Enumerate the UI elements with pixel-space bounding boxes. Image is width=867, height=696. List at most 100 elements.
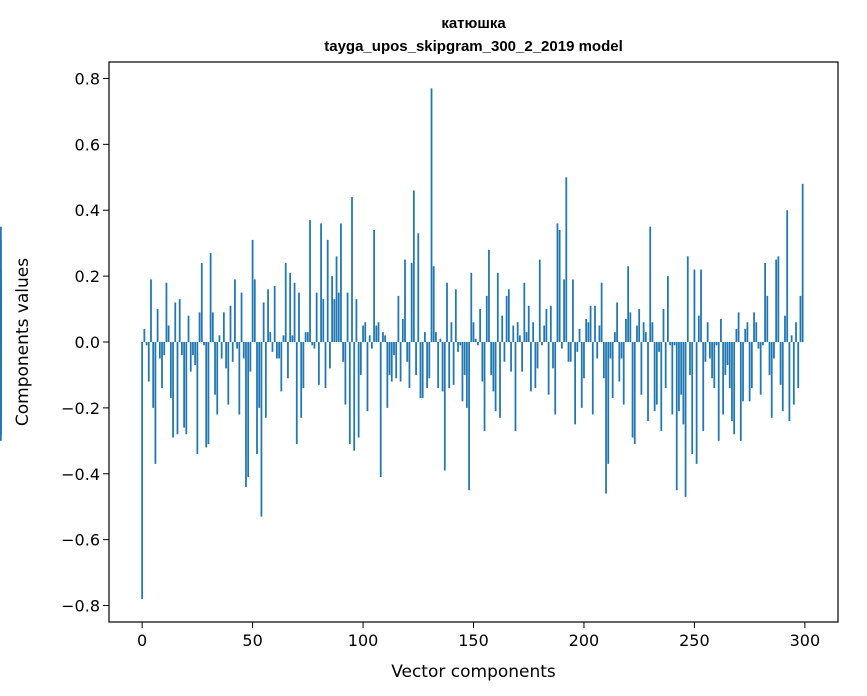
bar [329, 342, 331, 369]
y-tick-label: −0.4 [61, 465, 100, 484]
bar [585, 318, 588, 342]
bar [371, 342, 373, 349]
bar [700, 269, 702, 342]
bar [717, 342, 720, 441]
bar [775, 259, 778, 342]
bar [348, 342, 351, 445]
bar [344, 342, 347, 405]
bar [728, 342, 731, 389]
bar [499, 342, 501, 418]
bar [704, 342, 707, 362]
bar [251, 239, 254, 342]
bar [273, 286, 276, 342]
bar [249, 342, 252, 372]
bar [150, 279, 152, 342]
bar [801, 183, 804, 342]
bar [638, 309, 641, 342]
y-tick-label: 0.2 [75, 267, 100, 286]
bar [742, 342, 744, 402]
bar [320, 223, 322, 342]
bar [377, 322, 380, 342]
bar [525, 332, 528, 342]
x-tick-label: 100 [348, 631, 379, 650]
bar [468, 342, 470, 491]
bar [430, 88, 433, 342]
bar [720, 318, 722, 342]
bar [192, 342, 194, 356]
bar [748, 342, 751, 402]
bar [340, 223, 342, 342]
bar [397, 295, 400, 342]
bar [156, 309, 159, 342]
bar [187, 315, 190, 342]
bar [609, 342, 612, 359]
bar [669, 342, 671, 346]
bar [424, 332, 426, 342]
bar [169, 342, 172, 398]
bar [315, 292, 318, 342]
bar [264, 342, 267, 418]
bar [616, 302, 618, 342]
bar [214, 342, 216, 395]
bar [516, 322, 519, 342]
bar [200, 262, 203, 342]
bar [313, 342, 316, 349]
bar [262, 302, 265, 342]
bar [695, 342, 698, 464]
chart-title-line-1: катюшка [441, 15, 506, 32]
bar [583, 342, 585, 379]
bar [207, 342, 210, 445]
bar [435, 332, 437, 342]
bar [534, 342, 537, 389]
bar [331, 276, 333, 342]
bar [415, 342, 417, 375]
bar [203, 342, 205, 346]
bar [143, 328, 146, 342]
bar [382, 332, 384, 342]
bar [563, 279, 565, 342]
bar [238, 342, 241, 415]
bar [541, 342, 543, 346]
bar [574, 342, 576, 425]
bar [474, 338, 477, 342]
bar [410, 262, 413, 342]
bar [481, 342, 484, 382]
bar [605, 342, 607, 494]
bar [706, 322, 709, 342]
bar [492, 342, 495, 392]
bar [569, 342, 572, 362]
bar [443, 342, 446, 471]
bar [770, 342, 773, 418]
bar [326, 239, 329, 342]
bar [607, 342, 610, 464]
bar [510, 342, 512, 372]
bar [600, 282, 603, 342]
bar [364, 322, 367, 342]
bar [220, 342, 223, 359]
bar [337, 292, 340, 342]
y-ticks: −0.8 −0.6 −0.4 −0.2 0.0 0.2 0.4 0.6 0.8 [61, 69, 109, 616]
bar [715, 342, 718, 346]
y-tick-label: −0.8 [61, 597, 100, 616]
y-tick-label: −0.2 [61, 399, 100, 418]
bar [686, 256, 689, 342]
bar [359, 342, 362, 375]
bar [644, 332, 647, 342]
bar [234, 279, 236, 342]
bar [408, 342, 411, 389]
bar [684, 342, 687, 497]
bar [421, 342, 424, 398]
bar [519, 335, 521, 342]
bar [558, 230, 561, 342]
bar [342, 342, 345, 362]
bar [346, 292, 349, 342]
bar [218, 335, 221, 342]
bar [258, 342, 261, 408]
bar [459, 342, 462, 346]
bar [503, 342, 506, 362]
bar [324, 342, 327, 389]
bar [461, 342, 464, 402]
bar [457, 342, 459, 352]
bar [426, 342, 428, 389]
bar [253, 279, 256, 342]
